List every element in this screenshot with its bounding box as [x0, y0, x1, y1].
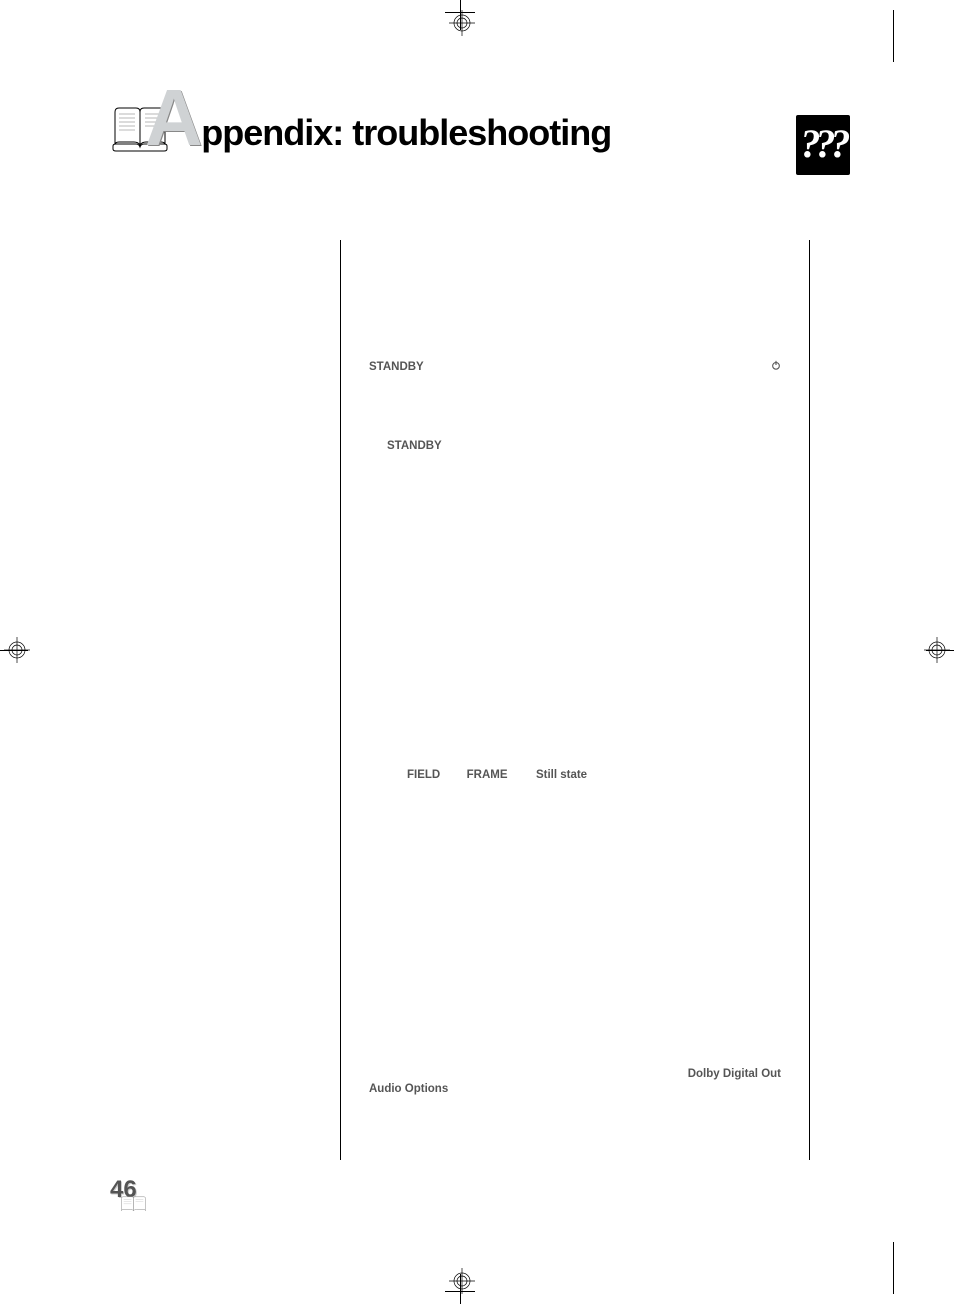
- crop-mark: [0, 650, 28, 651]
- power-icon: [771, 360, 781, 370]
- title-text: ppendix: troubleshooting: [201, 112, 611, 154]
- text-row: STANDBY: [369, 360, 781, 375]
- crop-mark: [926, 650, 954, 651]
- dolby-label: Dolby Digital Out: [688, 1067, 781, 1082]
- standby-label: STANDBY: [369, 361, 424, 373]
- crop-mark: [893, 1242, 894, 1294]
- audio-options-label: Audio Options: [369, 1083, 448, 1095]
- text-row: STANDBY: [369, 439, 781, 454]
- question-badge: ???: [796, 115, 850, 175]
- text-row: Audio Options: [369, 1082, 781, 1097]
- page-header: A ppendix: troubleshooting ???: [110, 90, 900, 180]
- registration-mark: [447, 1266, 477, 1296]
- content-column: STANDBY STANDBY FIELD FRAME Still state …: [340, 240, 810, 1160]
- title-drop-cap: A: [145, 82, 203, 154]
- field-label: FIELD: [407, 769, 440, 781]
- standby-label: STANDBY: [387, 440, 442, 452]
- text-row: FIELD FRAME Still state: [369, 768, 781, 783]
- registration-mark: [447, 8, 477, 38]
- page: A ppendix: troubleshooting ??? STANDBY S…: [80, 60, 900, 1240]
- still-state-label: Still state: [536, 769, 587, 781]
- question-marks: ???: [796, 115, 850, 173]
- frame-label: FRAME: [467, 769, 508, 781]
- page-title: A ppendix: troubleshooting: [145, 82, 611, 154]
- page-number-badge: 46: [110, 1180, 160, 1220]
- crop-mark: [893, 10, 894, 62]
